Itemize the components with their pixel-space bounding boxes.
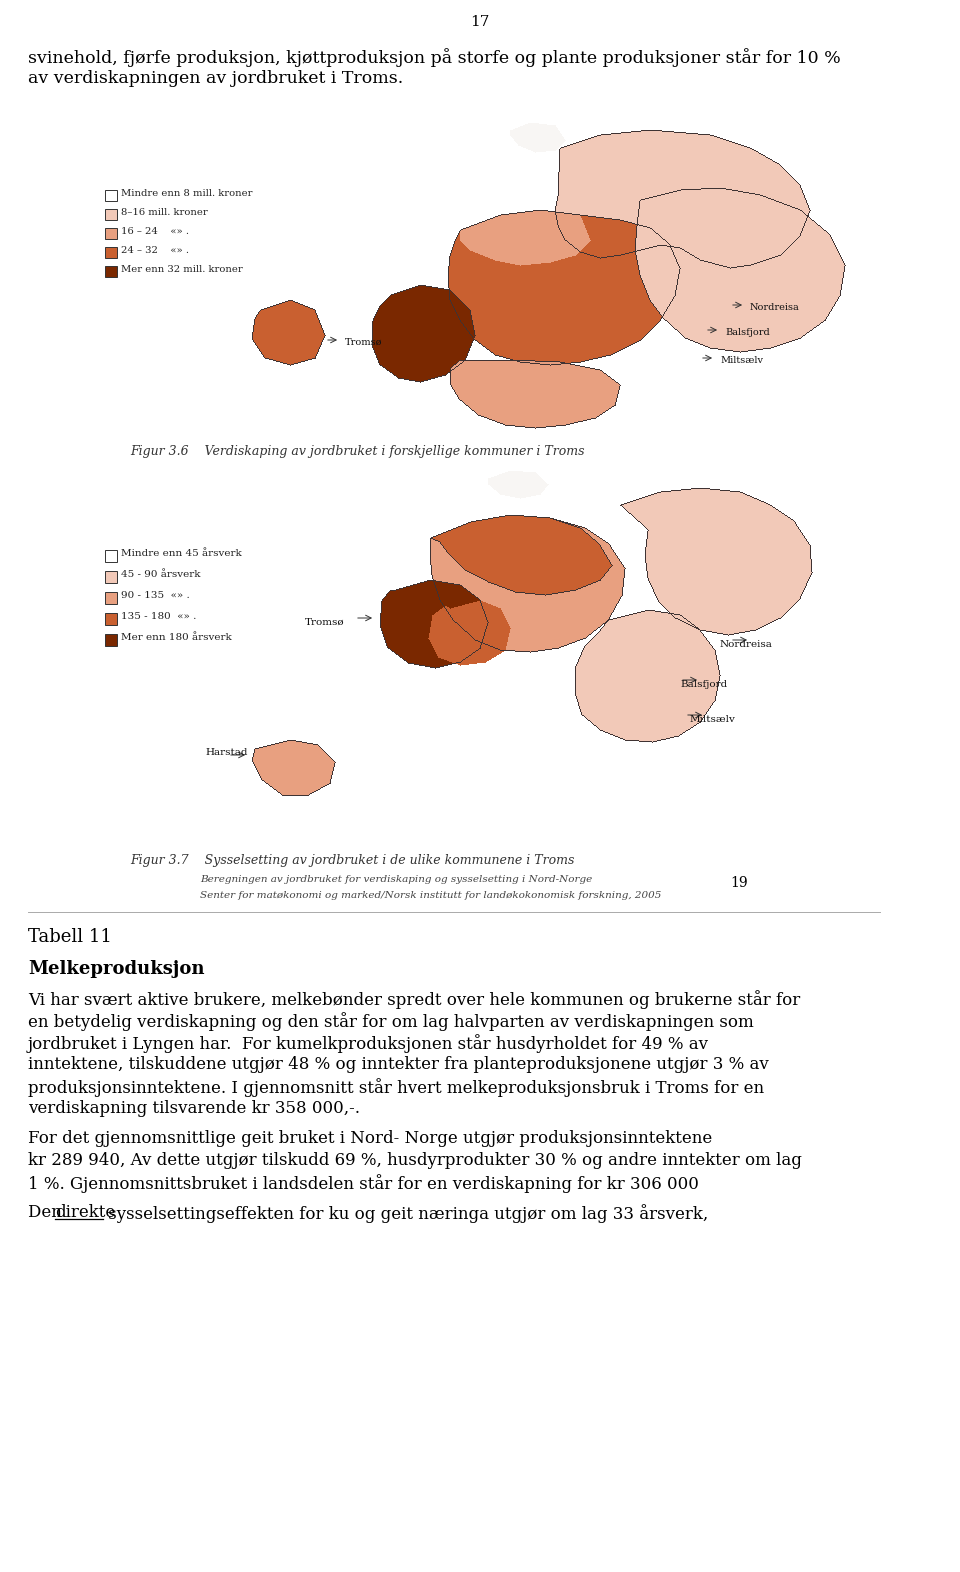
Bar (105, 550, 117, 563)
Bar (105, 209, 117, 220)
Text: Den: Den (28, 1204, 67, 1221)
Text: produksjonsinntektene. I gjennomsnitt står hvert melkeproduksjonsbruk i Troms fo: produksjonsinntektene. I gjennomsnitt st… (28, 1078, 764, 1097)
Text: 24 – 32    «» .: 24 – 32 «» . (121, 245, 189, 255)
Text: av verdiskapningen av jordbruket i Troms.: av verdiskapningen av jordbruket i Troms… (28, 71, 403, 86)
Bar (105, 571, 117, 583)
Text: sysselsettingseffekten for ku og geit næringa utgjør om lag 33 årsverk,: sysselsettingseffekten for ku og geit næ… (104, 1204, 708, 1223)
Text: inntektene, tilskuddene utgjør 48 % og inntekter fra planteproduksjonene utgjør : inntektene, tilskuddene utgjør 48 % og i… (28, 1056, 769, 1074)
Text: Mer enn 180 årsverk: Mer enn 180 årsverk (121, 634, 231, 641)
Text: direkte: direkte (56, 1204, 115, 1221)
Text: Nordreisa: Nordreisa (720, 640, 773, 649)
Text: Beregningen av jordbruket for verdiskaping og sysselsetting i Nord-Norge: Beregningen av jordbruket for verdiskapi… (200, 876, 592, 883)
Text: Miltsælv: Miltsælv (690, 715, 736, 725)
Bar (105, 613, 117, 626)
Text: Tabell 11: Tabell 11 (28, 927, 112, 946)
Bar (105, 266, 117, 277)
Text: svinehold, fjørfe produksjon, kjøttproduksjon på storfe og plante produksjoner s: svinehold, fjørfe produksjon, kjøttprodu… (28, 49, 841, 68)
Text: Tromsø: Tromsø (345, 338, 382, 347)
Text: Melkeproduksjon: Melkeproduksjon (28, 960, 204, 978)
Text: Miltsælv: Miltsælv (720, 355, 763, 365)
Bar (105, 190, 117, 201)
Text: 90 - 135  «» .: 90 - 135 «» . (121, 591, 190, 601)
Bar (105, 593, 117, 604)
Text: kr 289 940, Av dette utgjør tilskudd 69 %, husdyrprodukter 30 % og andre inntekt: kr 289 940, Av dette utgjør tilskudd 69 … (28, 1152, 802, 1170)
Text: Senter for matøkonomi og marked/Norsk institutt for landøkokonomisk forskning, 2: Senter for matøkonomi og marked/Norsk in… (200, 891, 661, 901)
Text: Balsfjord: Balsfjord (725, 329, 770, 336)
Text: Figur 3.7    Sysselsetting av jordbruket i de ulike kommunene i Troms: Figur 3.7 Sysselsetting av jordbruket i … (130, 854, 574, 868)
Text: Figur 3.6    Verdiskaping av jordbruket i forskjellige kommuner i Troms: Figur 3.6 Verdiskaping av jordbruket i f… (130, 445, 585, 457)
Text: Nordreisa: Nordreisa (750, 303, 800, 311)
Text: 45 - 90 årsverk: 45 - 90 årsverk (121, 571, 201, 578)
Text: Balsfjord: Balsfjord (680, 681, 728, 689)
Text: Mindre enn 45 årsverk: Mindre enn 45 årsverk (121, 549, 242, 558)
Text: Tromsø: Tromsø (305, 618, 345, 627)
Text: Vi har svært aktive brukere, melkebønder spredt over hele kommunen og brukerne s: Vi har svært aktive brukere, melkebønder… (28, 990, 801, 1009)
Text: 1 %. Gjennomsnittsbruket i landsdelen står for en verdiskapning for kr 306 000: 1 %. Gjennomsnittsbruket i landsdelen st… (28, 1174, 699, 1193)
Bar (105, 634, 117, 646)
Text: jordbruket i Lyngen har.  For kumelkproduksjonen står husdyrholdet for 49 % av: jordbruket i Lyngen har. For kumelkprodu… (28, 1034, 709, 1053)
Text: 16 – 24    «» .: 16 – 24 «» . (121, 226, 189, 236)
Text: 135 - 180  «» .: 135 - 180 «» . (121, 612, 197, 621)
Text: en betydelig verdiskapning og den står for om lag halvparten av verdiskapningen : en betydelig verdiskapning og den står f… (28, 1012, 754, 1031)
Text: 19: 19 (730, 876, 748, 890)
Text: Mer enn 32 mill. kroner: Mer enn 32 mill. kroner (121, 266, 243, 274)
Text: 17: 17 (470, 16, 490, 28)
Text: 8–16 mill. kroner: 8–16 mill. kroner (121, 208, 207, 217)
Text: For det gjennomsnittlige geit bruket i Nord- Norge utgjør produksjonsinntektene: For det gjennomsnittlige geit bruket i N… (28, 1130, 712, 1148)
Bar (105, 247, 117, 258)
Text: Mindre enn 8 mill. kroner: Mindre enn 8 mill. kroner (121, 189, 252, 198)
Bar (105, 228, 117, 239)
Text: Harstad: Harstad (205, 748, 248, 758)
Text: verdiskapning tilsvarende kr 358 000,-.: verdiskapning tilsvarende kr 358 000,-. (28, 1100, 360, 1118)
